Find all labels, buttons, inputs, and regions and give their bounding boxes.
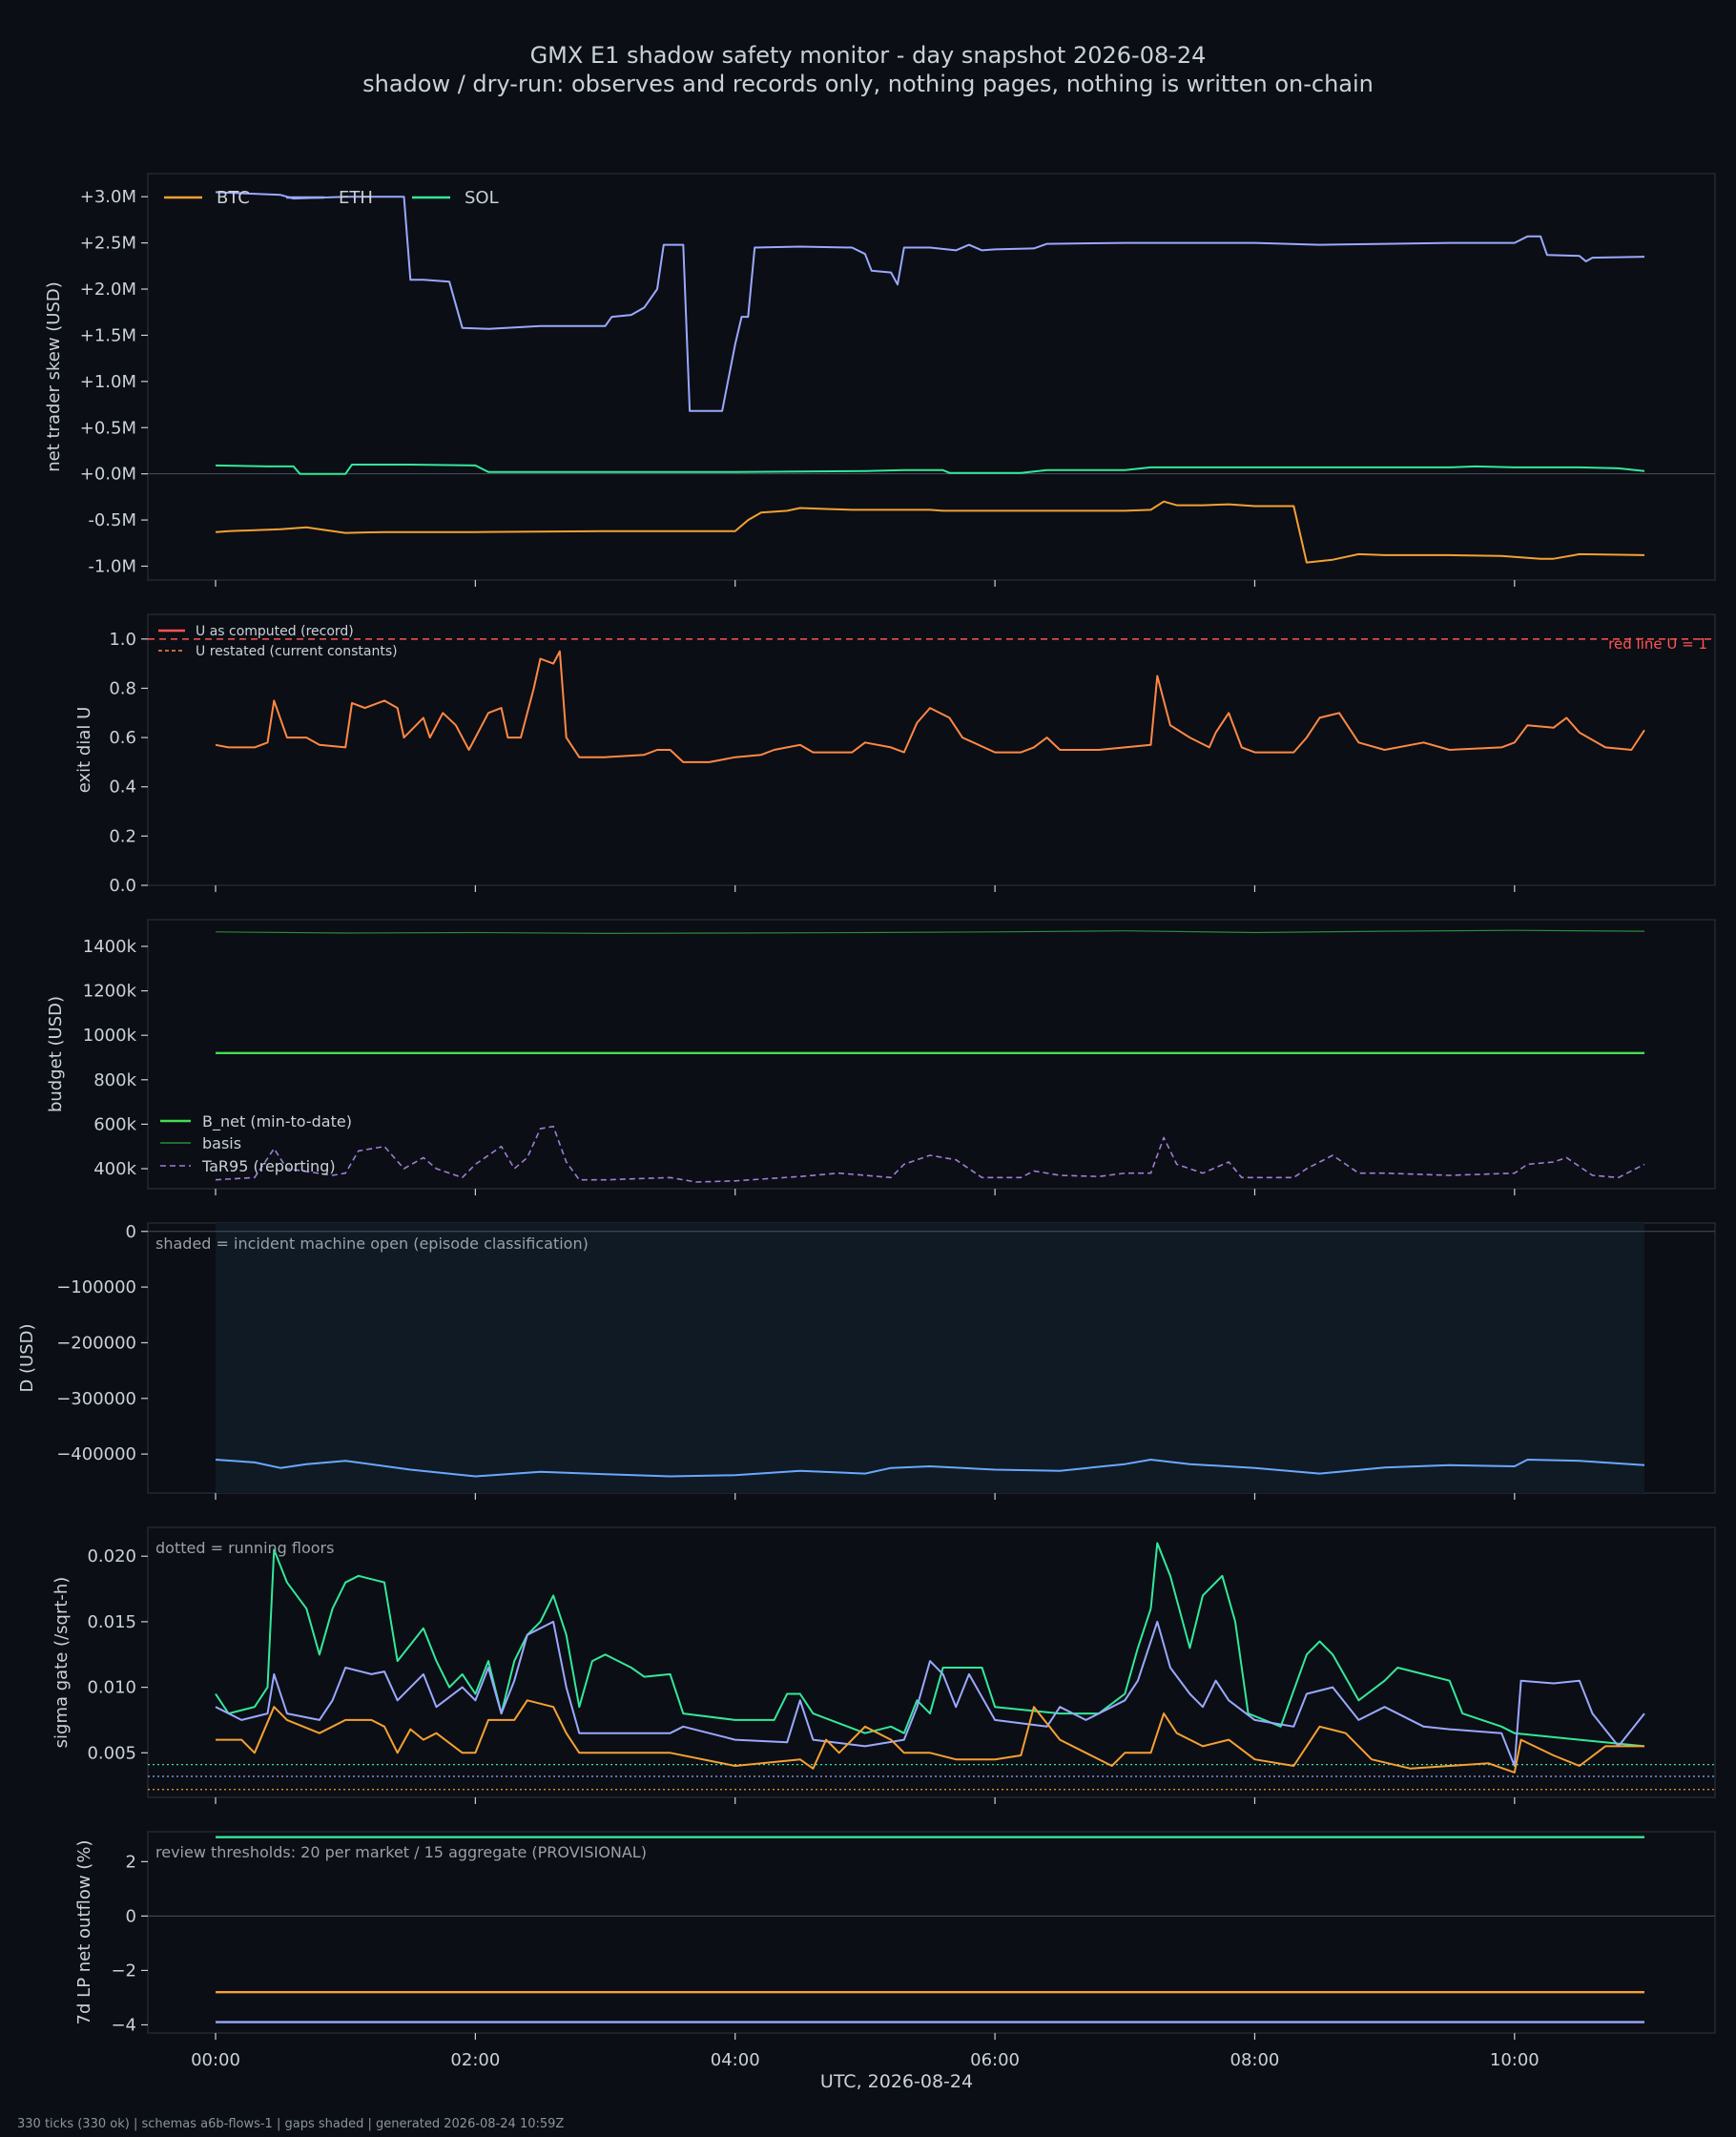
y-axis-label: 7d LP net outflow (%) <box>74 1840 94 2025</box>
x-axis-label: UTC, 2026-08-24 <box>820 2071 973 2092</box>
y-tick-label: 0.020 <box>87 1546 136 1566</box>
panel-budget: 1400k 1200k 1000k 800k 600k 400k budget (USD) <box>46 919 1716 1195</box>
legend-label-u-computed: U as computed (record) <box>196 624 354 639</box>
chart-title: GMX E1 shadow safety monitor - day snaps… <box>530 42 1207 69</box>
x-tick-label: 02:00 <box>450 2050 500 2070</box>
panel-note: dotted = running floors <box>155 1539 334 1557</box>
y-axis-label: exit dial U <box>74 707 94 794</box>
series-line-btc <box>216 1699 1644 1774</box>
y-tick-label: −4 <box>111 2015 136 2035</box>
incident-shade <box>216 1223 1644 1493</box>
y-tick-label: 0.8 <box>109 678 136 698</box>
panel-note: shaded = incident machine open (episode … <box>155 1234 589 1253</box>
y-tick-label: 1200k <box>83 982 137 1002</box>
series-line-basis <box>215 929 1645 934</box>
y-tick-label: 1000k <box>83 1026 137 1046</box>
series-line-tar95-reporting- <box>215 1125 1645 1183</box>
legend-label-tar95: TaR95 (reporting) <box>201 1157 336 1175</box>
y-tick-label: 0.005 <box>87 1743 136 1763</box>
legend-label-b-net: B_net (min-to-date) <box>202 1112 352 1131</box>
panel-outflow: 2 0 −2 −4 7d LP net outflow (%) review thresh… <box>74 1831 1716 2040</box>
y-tick-label: +3.0M <box>80 187 136 207</box>
y-tick-label: -0.5M <box>88 510 136 530</box>
footer-status: 330 ticks (330 ok) | schemas a6b-flows-1… <box>17 2117 564 2131</box>
legend-skew: BTC ETH SOL <box>164 188 499 208</box>
y-tick-label: 0.010 <box>87 1678 136 1698</box>
x-tick-label: 06:00 <box>970 2050 1020 2070</box>
y-tick-label: +0.0M <box>80 465 136 485</box>
series-line-eth <box>215 191 1645 412</box>
legend-label-btc: BTC <box>217 188 250 208</box>
y-tick-label: −200000 <box>56 1333 136 1353</box>
panel-D: 0 −100000 −200000 −300000 −400000 D (USD) shad… <box>17 1222 1716 1500</box>
y-tick-label: +0.5M <box>80 418 136 438</box>
y-axis-label: sigma gate (/sqrt-h) <box>52 1577 72 1749</box>
y-tick-label: +1.5M <box>80 325 136 345</box>
legend-label-u-restated: U restated (current constants) <box>196 644 398 659</box>
y-tick-label: −100000 <box>56 1277 136 1297</box>
x-tick-label: 08:00 <box>1230 2050 1280 2070</box>
y-tick-label: +2.5M <box>80 234 136 254</box>
y-axis-label: budget (USD) <box>46 996 66 1112</box>
legend-budget: B_net (min-to-date) basis TaR95 (reporting… <box>160 1112 352 1175</box>
y-tick-label: -1.0M <box>88 556 136 576</box>
y-tick-label: −300000 <box>56 1389 136 1409</box>
panel-frame <box>147 1831 1716 2034</box>
panel-skew: +3.0M +2.5M +2.0M +1.5M +1.0M +0.5M +0.0M -0.5M… <box>44 173 1716 587</box>
red-line-label: red line U = 1 <box>1608 635 1707 653</box>
y-tick-label: 0.6 <box>109 728 136 748</box>
panel-exit: red line U = 1 1.0 0.8 0.6 0.4 0.2 0.0 exit dia… <box>74 613 1716 896</box>
y-tick-label: 600k <box>93 1114 136 1134</box>
series-line-btc <box>215 500 1645 564</box>
series-line-eth <box>215 1620 1645 1767</box>
y-tick-label: 0 <box>126 1222 136 1242</box>
x-tick-label: 04:00 <box>711 2050 760 2070</box>
y-tick-label: 0.0 <box>109 876 136 896</box>
y-tick-label: −2 <box>111 1961 136 1981</box>
x-tick-label: 00:00 <box>191 2050 240 2070</box>
chart-subtitle: shadow / dry-run: observes and records o… <box>362 71 1374 97</box>
y-tick-label: 800k <box>93 1070 136 1090</box>
y-axis-label: D (USD) <box>17 1323 37 1392</box>
panel-note: review thresholds: 20 per market / 15 ag… <box>155 1843 647 1861</box>
y-tick-label: −400000 <box>56 1444 136 1464</box>
panel-frame <box>147 173 1716 581</box>
y-tick-label: 0.4 <box>109 778 136 798</box>
x-tick-label: 10:00 <box>1490 2050 1540 2070</box>
y-axis-label: net trader skew (USD) <box>44 281 64 472</box>
legend-label-basis: basis <box>202 1134 241 1152</box>
series-line-d <box>215 1459 1645 1478</box>
y-tick-label: +2.0M <box>80 280 136 300</box>
legend-exit: U as computed (record) U restated (curren… <box>158 624 398 659</box>
y-tick-label: 400k <box>93 1159 136 1179</box>
y-tick-label: 1400k <box>83 937 137 957</box>
panel-sigma: 0.020 0.015 0.010 0.005 sigma gate (/sqrt-h)… <box>52 1526 1716 1804</box>
series-line-sol <box>215 464 1645 475</box>
series-line-sol <box>215 1542 1645 1748</box>
legend-label-eth: ETH <box>339 188 373 208</box>
series-line-u-as-computed-record- <box>215 650 1645 763</box>
y-tick-label: 0 <box>126 1906 136 1926</box>
y-tick-label: 0.015 <box>87 1612 136 1632</box>
panels: +3.0M +2.5M +2.0M +1.5M +1.0M +0.5M +0.0M -0.5M… <box>17 173 1716 2070</box>
y-tick-label: 1.0 <box>109 630 136 650</box>
y-tick-label: +1.0M <box>80 372 136 392</box>
y-tick-label: 2 <box>126 1852 136 1872</box>
legend-label-sol: SOL <box>465 188 499 208</box>
y-tick-label: 0.2 <box>109 826 136 846</box>
